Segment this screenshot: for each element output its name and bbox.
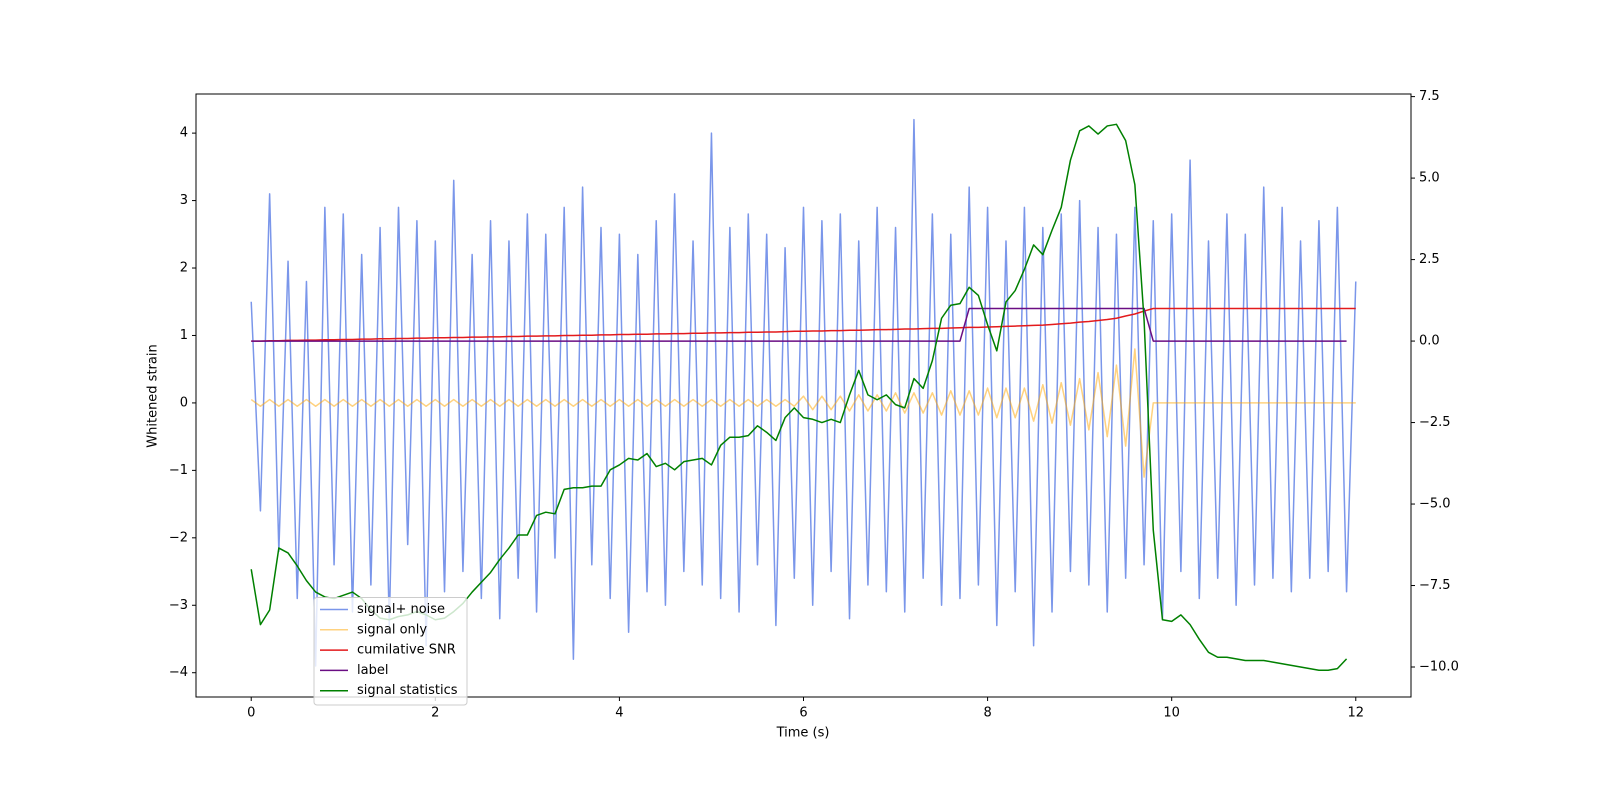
- y2-tick-label: −5.0: [1419, 497, 1451, 512]
- x-axis-label: Time (s): [776, 726, 830, 741]
- legend-box: [313, 597, 468, 706]
- legend-label: cumilative SNR: [357, 643, 456, 658]
- y2-tick-label: 2.5: [1419, 252, 1440, 267]
- series-line: [251, 307, 1356, 342]
- series-line: [251, 307, 1347, 342]
- x-tick-label: 0: [247, 706, 255, 721]
- y-tick-label: −1: [169, 463, 188, 478]
- y2-tick-label: 0.0: [1419, 334, 1440, 349]
- y2-tick-label: −7.5: [1419, 578, 1451, 593]
- x-tick-label: 6: [799, 706, 807, 721]
- x-tick-label: 10: [1163, 706, 1180, 721]
- y-tick-label: 0: [180, 395, 188, 410]
- y-tick-label: 3: [180, 193, 188, 208]
- legend: signal+ noise signal only cumilative SNR la…: [313, 597, 468, 706]
- x-tick-label: 2: [431, 706, 439, 721]
- legend-label: signal+ noise: [357, 602, 445, 617]
- y2-tick-label: 7.5: [1419, 89, 1440, 104]
- y2-tick-label: 5.0: [1419, 171, 1440, 186]
- y-tick-label: −3: [169, 598, 188, 613]
- y-tick-label: −2: [169, 530, 188, 545]
- y-axis-label: Whitened strain: [146, 344, 161, 447]
- legend-label: label: [357, 663, 388, 678]
- y-tick-label: 2: [180, 261, 188, 276]
- x-tick-label: 8: [983, 706, 991, 721]
- x-tick-label: 4: [615, 706, 623, 721]
- series-line: [250, 118, 1357, 667]
- x-tick-label: 12: [1347, 706, 1364, 721]
- y2-tick-label: −2.5: [1419, 415, 1451, 430]
- y-tick-label: 1: [180, 328, 188, 343]
- legend-label: signal only: [357, 622, 427, 637]
- series-line: [250, 348, 1356, 478]
- y-tick-label: 4: [180, 126, 188, 141]
- y2-tick-label: −10.0: [1419, 660, 1459, 675]
- legend-label: signal statistics: [357, 683, 458, 698]
- y-tick-label: −4: [169, 665, 188, 680]
